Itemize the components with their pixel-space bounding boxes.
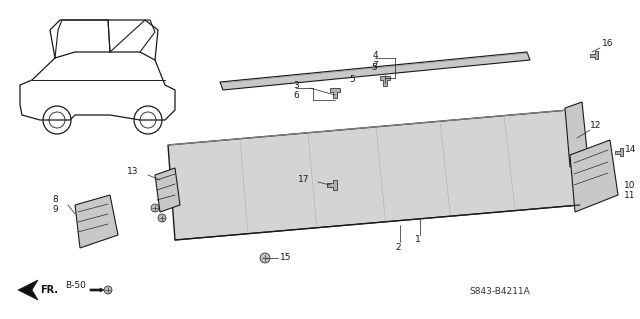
Polygon shape xyxy=(327,180,337,190)
Text: 9: 9 xyxy=(52,205,58,214)
Text: FR.: FR. xyxy=(40,285,58,295)
Polygon shape xyxy=(75,195,118,248)
Polygon shape xyxy=(330,88,340,98)
Text: 12: 12 xyxy=(590,121,602,130)
Polygon shape xyxy=(380,76,390,86)
Text: B-50: B-50 xyxy=(65,280,86,290)
Text: 5: 5 xyxy=(349,76,355,85)
Circle shape xyxy=(104,286,112,294)
Text: 8: 8 xyxy=(52,196,58,204)
Text: 14: 14 xyxy=(625,145,636,154)
Polygon shape xyxy=(614,148,623,156)
Text: S843-B4211A: S843-B4211A xyxy=(470,287,531,296)
Polygon shape xyxy=(565,102,588,167)
Polygon shape xyxy=(570,140,618,212)
Text: 1: 1 xyxy=(415,235,421,244)
Text: 6: 6 xyxy=(293,91,299,100)
Text: 2: 2 xyxy=(395,242,401,251)
Text: 16: 16 xyxy=(602,40,614,48)
Text: 17: 17 xyxy=(298,175,310,184)
Text: 3: 3 xyxy=(293,80,299,90)
Polygon shape xyxy=(589,51,598,59)
Text: 15: 15 xyxy=(280,254,291,263)
Text: 7: 7 xyxy=(372,61,378,70)
FancyArrow shape xyxy=(90,288,104,292)
Text: 5: 5 xyxy=(371,63,377,72)
Polygon shape xyxy=(18,280,38,300)
Text: 11: 11 xyxy=(624,190,636,199)
Circle shape xyxy=(260,253,270,263)
Text: 10: 10 xyxy=(624,181,636,189)
Text: 13: 13 xyxy=(127,167,139,176)
Circle shape xyxy=(151,204,159,212)
Polygon shape xyxy=(220,52,530,90)
Polygon shape xyxy=(155,168,180,212)
Polygon shape xyxy=(168,110,580,240)
Circle shape xyxy=(158,214,166,222)
Text: 4: 4 xyxy=(372,50,378,60)
